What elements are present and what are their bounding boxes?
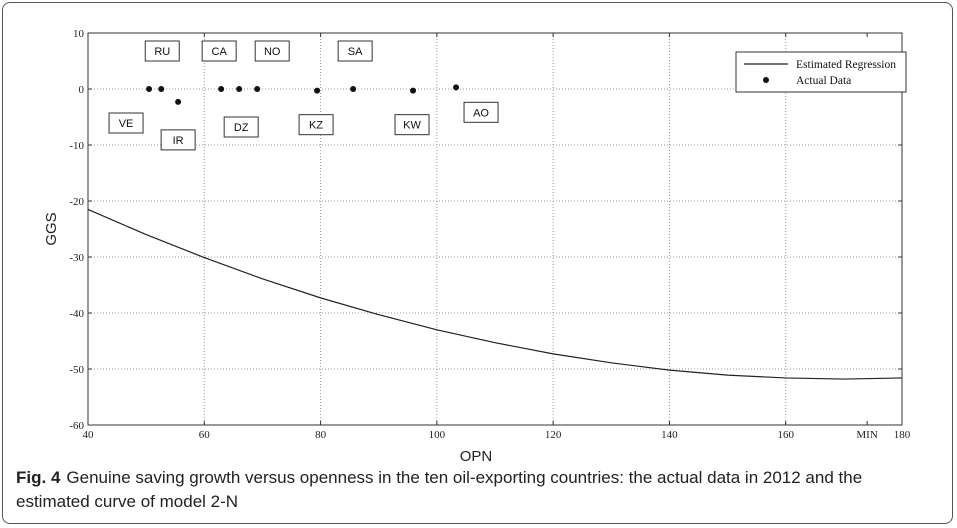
x-tick-label: MIN xyxy=(856,429,877,441)
point-label-box xyxy=(108,112,144,134)
y-tick-label: -40 xyxy=(69,308,84,320)
y-tick-label: -30 xyxy=(69,252,84,264)
point-label: KW xyxy=(403,120,421,132)
caption: Fig. 4 Genuine saving growth versus openn… xyxy=(16,466,916,514)
point-label: AO xyxy=(473,107,489,119)
x-tick-label: 180 xyxy=(894,429,911,441)
y-axis-label: GGS xyxy=(43,212,60,245)
data-point xyxy=(350,86,357,92)
x-tick-label: 60 xyxy=(199,429,211,441)
plot-area xyxy=(88,33,902,425)
legend-label: Estimated Regression xyxy=(796,59,896,71)
point-label: DZ xyxy=(234,122,249,134)
y-tick-label: 10 xyxy=(73,28,85,40)
data-point xyxy=(314,87,321,94)
point-label-box xyxy=(394,114,430,136)
x-tick-label: 80 xyxy=(315,429,327,441)
point-label-box xyxy=(337,40,373,62)
point-label-box xyxy=(463,101,499,123)
x-tick-label: 140 xyxy=(661,429,678,441)
data-point xyxy=(254,86,261,92)
regression-line xyxy=(87,208,903,380)
data-point xyxy=(410,87,417,94)
x-axis-label: OPN xyxy=(460,448,493,465)
point-label: RU xyxy=(154,46,170,58)
x-tick-label: 100 xyxy=(429,429,446,441)
y-tick-label: -50 xyxy=(69,364,84,376)
data-point xyxy=(236,86,243,92)
point-label: VE xyxy=(119,118,134,130)
caption-label: Fig. 4 xyxy=(16,468,61,487)
y-tick-label: -20 xyxy=(69,196,84,208)
data-point xyxy=(218,86,225,92)
plot-frame xyxy=(87,32,903,426)
y-tick-label: -60 xyxy=(69,420,84,432)
caption-text: Genuine saving growth versus openness in… xyxy=(16,468,863,511)
x-tick-label: 120 xyxy=(545,429,562,441)
y-tick-label: -10 xyxy=(69,140,84,152)
x-tick-label: 160 xyxy=(777,429,794,441)
point-label-box xyxy=(298,114,334,136)
point-label: NO xyxy=(264,46,281,58)
point-label-box xyxy=(254,40,290,62)
data-point xyxy=(146,86,153,92)
x-tick-label: 40 xyxy=(83,429,95,441)
data-point xyxy=(158,86,165,92)
y-tick-label: 0 xyxy=(79,84,85,96)
data-point xyxy=(453,84,460,91)
legend-label: Actual Data xyxy=(796,75,851,87)
point-label-box xyxy=(201,40,237,62)
point-label: SA xyxy=(348,46,363,58)
point-label-box xyxy=(223,116,259,138)
legend-box xyxy=(735,51,907,93)
data-point xyxy=(175,98,182,105)
point-label: KZ xyxy=(309,120,323,132)
point-label-box xyxy=(160,129,196,151)
point-label-box xyxy=(144,40,180,62)
point-label: CA xyxy=(212,46,228,58)
legend-dot xyxy=(763,77,769,83)
point-label: IR xyxy=(173,135,184,147)
